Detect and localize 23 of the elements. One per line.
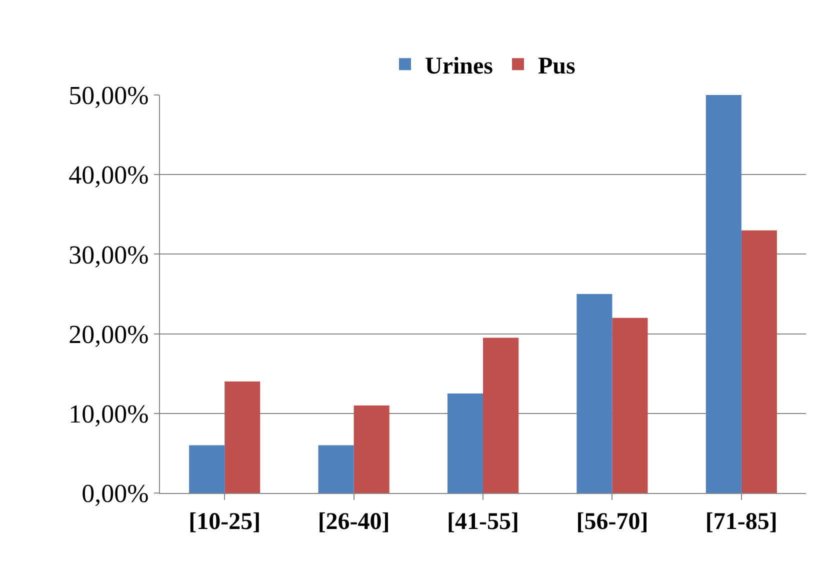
bar — [318, 445, 354, 493]
bar — [741, 230, 777, 493]
bar — [612, 318, 648, 493]
bar — [706, 95, 742, 493]
bar — [189, 445, 225, 493]
x-tick-label: [56-70] — [576, 508, 648, 535]
legend-label: Pus — [538, 54, 576, 80]
bar — [483, 338, 519, 493]
y-tick-label: 50,00% — [68, 81, 149, 110]
x-tick-label: [71-85] — [705, 508, 778, 535]
bar — [447, 394, 483, 493]
y-tick-label: 40,00% — [68, 160, 149, 190]
legend-label: Urines — [425, 54, 493, 80]
x-tick-label: [41-55] — [447, 508, 519, 535]
bar — [576, 294, 612, 493]
y-tick-label: 0,00% — [82, 479, 149, 508]
x-tick-label: [10-25] — [188, 508, 261, 535]
bar — [224, 382, 260, 493]
y-tick-label: 20,00% — [68, 320, 149, 349]
x-tick-label: [26-40] — [318, 508, 390, 535]
y-tick-label: 30,00% — [68, 240, 149, 270]
bar — [354, 405, 390, 493]
y-tick-label: 10,00% — [68, 400, 149, 428]
